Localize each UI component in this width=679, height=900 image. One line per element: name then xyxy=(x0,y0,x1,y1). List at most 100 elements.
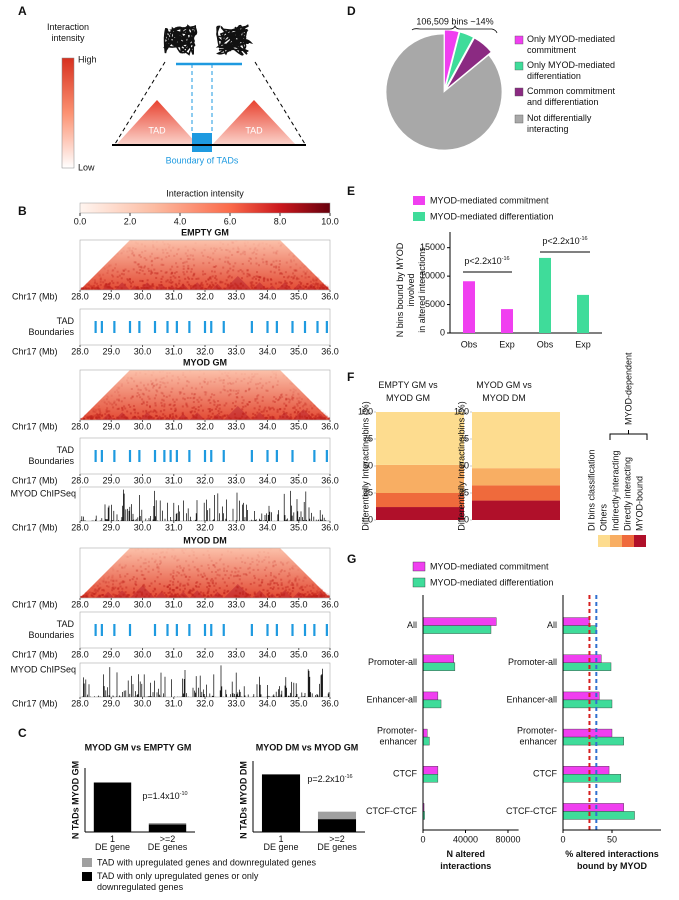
heatmap-pixel xyxy=(261,560,264,563)
heatmap-pixel xyxy=(94,591,97,594)
heatmap-pixel xyxy=(192,247,195,250)
heatmap-pixel xyxy=(187,267,190,270)
heatmap-pixel xyxy=(214,577,217,580)
heatmap-pixel xyxy=(235,557,238,560)
heatmap-pixel xyxy=(243,242,246,245)
heatmap-pixel xyxy=(208,582,211,585)
heatmap-pixel xyxy=(218,593,221,596)
x-tick-label: 31.0 xyxy=(165,698,183,708)
heatmap-pixel xyxy=(135,242,137,244)
heatmap-pixel xyxy=(220,553,223,556)
heatmap-pixel xyxy=(187,564,190,567)
heatmap-pixel xyxy=(276,383,279,386)
heatmap-pixel xyxy=(122,581,125,584)
heatmap-pixel xyxy=(174,555,177,558)
heatmap-pixel xyxy=(200,283,203,286)
heatmap-pixel xyxy=(284,286,287,289)
heatmap-pixel xyxy=(144,245,147,248)
heatmap-pixel xyxy=(155,272,158,275)
heatmap-pixel xyxy=(188,257,191,260)
heatmap-pixel xyxy=(107,581,110,584)
heatmap-pixel xyxy=(136,391,139,394)
heatmap-pixel xyxy=(257,244,260,247)
heatmap-pixel xyxy=(237,417,240,420)
heatmap-pixel xyxy=(135,384,138,387)
heatmap-pixel xyxy=(327,594,330,597)
heatmap-pixel xyxy=(236,246,239,249)
heatmap-pixel xyxy=(311,417,314,420)
heatmap-pixel xyxy=(144,373,147,376)
heatmap-pixel xyxy=(207,285,210,288)
heatmap-pixel xyxy=(169,287,172,290)
legend-swatch xyxy=(598,535,610,547)
heatmap-pixel xyxy=(96,415,99,418)
pie-slice xyxy=(446,37,492,90)
panel-letter: C xyxy=(18,726,27,740)
x-tick-label: 34.0 xyxy=(259,291,277,301)
heatmap-pixel xyxy=(286,585,289,588)
heatmap-pixel xyxy=(116,408,119,411)
heatmap-pixel xyxy=(299,260,301,262)
heatmap-pixel xyxy=(227,261,230,264)
heatmap-pixel xyxy=(118,274,121,277)
heatmap-pixel xyxy=(263,277,266,280)
heatmap-pixel xyxy=(256,401,259,404)
x-tick-label: 31.0 xyxy=(165,346,183,356)
colorbar-title: Interaction intensity xyxy=(47,22,89,43)
heatmap-pixel xyxy=(284,243,286,245)
text-line: >=2 xyxy=(329,834,345,844)
heatmap-pixel xyxy=(300,282,303,285)
heatmap-pixel xyxy=(175,270,178,273)
heatmap-pixel xyxy=(291,582,294,585)
heatmap-pixel xyxy=(122,250,125,253)
heatmap-pixel xyxy=(250,285,253,288)
heatmap-pixel xyxy=(241,560,244,563)
heatmap-pixel xyxy=(193,416,196,419)
heatmap-pixel xyxy=(247,389,250,392)
heatmap-pixel xyxy=(148,595,151,598)
x-tick-label: 30.0 xyxy=(134,599,152,609)
heatmap-pixel xyxy=(323,594,326,597)
heatmap-pixel xyxy=(125,595,128,598)
heatmap-pixel xyxy=(324,592,327,595)
p-value: p<2.2x10-16 xyxy=(464,256,509,266)
heatmap-pixel xyxy=(293,411,296,414)
heatmap-pixel xyxy=(293,405,296,408)
x-tick-label: 31.0 xyxy=(165,475,183,485)
heatmap-pixel xyxy=(314,273,316,275)
axis-label: Chr17 (Mb) xyxy=(12,599,58,609)
heatmap-pixel xyxy=(273,395,276,398)
heatmap-pixel xyxy=(109,282,112,285)
heatmap-pixel xyxy=(168,417,171,420)
heatmap-pixel xyxy=(313,592,316,595)
heatmap-pixel xyxy=(172,583,175,586)
x-tick-label: 35.0 xyxy=(290,291,308,301)
legend-swatch xyxy=(412,577,426,588)
x-tick-label: 34.0 xyxy=(259,421,277,431)
heatmap-pixel xyxy=(267,414,270,417)
heatmap-pixel xyxy=(289,389,292,392)
heatmap-pixel xyxy=(283,276,286,279)
heatmap-pixel xyxy=(129,554,132,557)
tad-triangle xyxy=(116,100,198,145)
track-label: MYOD ChIPSeq xyxy=(10,488,76,498)
legend-swatch xyxy=(514,35,524,45)
heatmap-pixel xyxy=(170,379,173,382)
heatmap-pixel xyxy=(249,583,252,586)
heatmap-pixel xyxy=(144,415,147,418)
heatmap-pixel xyxy=(123,405,126,408)
heatmap-pixel xyxy=(147,383,150,386)
heatmap-pixel xyxy=(314,593,317,596)
heatmap-pixel xyxy=(215,278,218,281)
heatmap-pixel xyxy=(136,385,139,388)
heatmap-pixel xyxy=(246,269,249,272)
heatmap-pixel xyxy=(120,251,123,254)
bar xyxy=(422,691,439,701)
heatmap-pixel xyxy=(82,594,85,597)
heatmap-pixel xyxy=(210,286,213,289)
y-tick-label: All xyxy=(407,620,417,630)
heatmap-pixel xyxy=(203,381,206,384)
heatmap-pixel xyxy=(215,285,218,288)
heatmap-pixel xyxy=(111,415,114,418)
heatmap-pixel xyxy=(101,414,104,417)
